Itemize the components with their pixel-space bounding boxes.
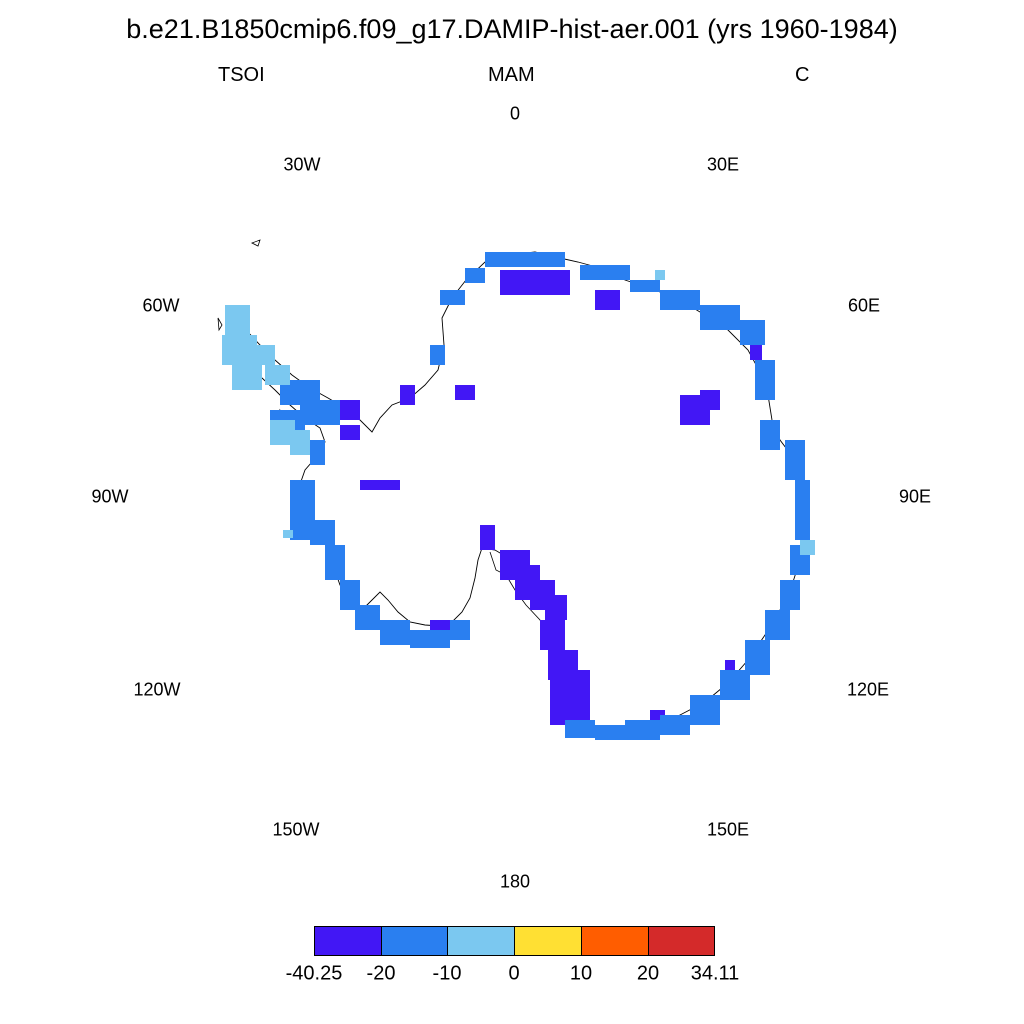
lon-label-30w: 30W bbox=[283, 154, 321, 175]
legend-label-1: -40.25 bbox=[285, 962, 343, 985]
legend-swatch-5 bbox=[581, 926, 649, 956]
lon-label-180: 180 bbox=[499, 871, 531, 892]
lon-label-90w: 90W bbox=[91, 486, 129, 507]
light-cool-cells bbox=[222, 270, 815, 555]
lon-label-0: 0 bbox=[509, 103, 521, 124]
lon-label-120w: 120W bbox=[133, 679, 181, 700]
variable-label: TSOI bbox=[218, 64, 265, 86]
legend-swatch-1 bbox=[314, 926, 382, 956]
lon-label-30e: 30E bbox=[706, 154, 740, 175]
lon-label-60e: 60E bbox=[847, 295, 881, 316]
plot-title: b.e21.B1850cmip6.f09_g17.DAMIP-hist-aer.… bbox=[126, 14, 898, 44]
legend-label-2: -20 bbox=[366, 962, 396, 985]
legend-label-7: 34.11 bbox=[690, 962, 740, 985]
legend-swatch-3 bbox=[447, 926, 515, 956]
legend-swatch-4 bbox=[514, 926, 582, 956]
coastline-detail bbox=[217, 239, 579, 719]
lon-label-90e: 90E bbox=[898, 486, 932, 507]
units-label: C bbox=[795, 64, 810, 86]
lon-label-60w: 60W bbox=[142, 295, 180, 316]
lon-label-150e: 150E bbox=[706, 819, 750, 840]
legend-label-5: 10 bbox=[569, 962, 593, 985]
lon-label-150w: 150W bbox=[272, 819, 320, 840]
legend-label-3: -10 bbox=[432, 962, 462, 985]
season-label: MAM bbox=[488, 64, 535, 86]
legend-label-6: 20 bbox=[636, 962, 660, 985]
legend-swatch-6 bbox=[648, 926, 715, 956]
strong-cool-cells bbox=[330, 270, 762, 725]
legend-swatch-2 bbox=[381, 926, 448, 956]
lon-label-120e: 120E bbox=[846, 679, 890, 700]
legend-label-4: 0 bbox=[508, 962, 520, 985]
